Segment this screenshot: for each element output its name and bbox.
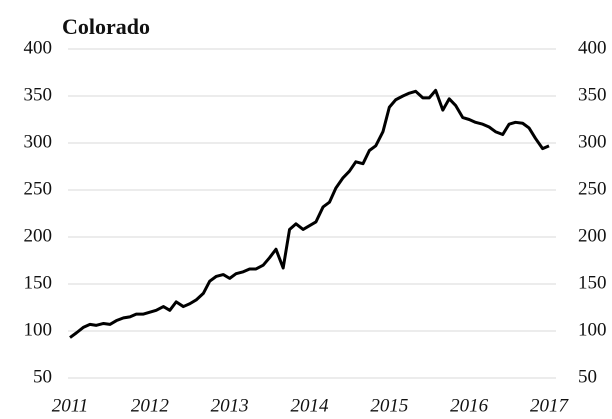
y2-tick-label: 50 [578,366,597,387]
y2-tick-label: 350 [578,84,607,105]
x-tick-label: 2013 [211,395,249,416]
x-tick-label: 2016 [450,395,489,416]
y-tick-label: 200 [24,225,53,246]
y2-tick-label: 200 [578,225,607,246]
y-tick-label: 300 [24,131,53,152]
chart-title: Colorado [62,14,150,39]
x-tick-label: 2015 [370,395,408,416]
y2-tick-label: 300 [578,131,607,152]
x-tick-label: 2012 [131,395,170,416]
y-tick-label: 150 [24,272,53,293]
y-tick-label: 100 [24,319,53,340]
y-tick-label: 250 [24,178,53,199]
y2-tick-label: 400 [578,37,607,58]
data-line [69,88,550,339]
y2-tick-label: 250 [578,178,607,199]
y-tick-label: 350 [24,84,53,105]
x-tick-label: 2017 [530,395,570,416]
y-tick-label: 400 [24,37,53,58]
y-tick-label: 50 [33,366,52,387]
x-tick-label: 2011 [52,395,89,416]
y2-tick-label: 150 [578,272,607,293]
x-tick-label: 2014 [291,395,330,416]
y2-tick-label: 100 [578,319,607,340]
